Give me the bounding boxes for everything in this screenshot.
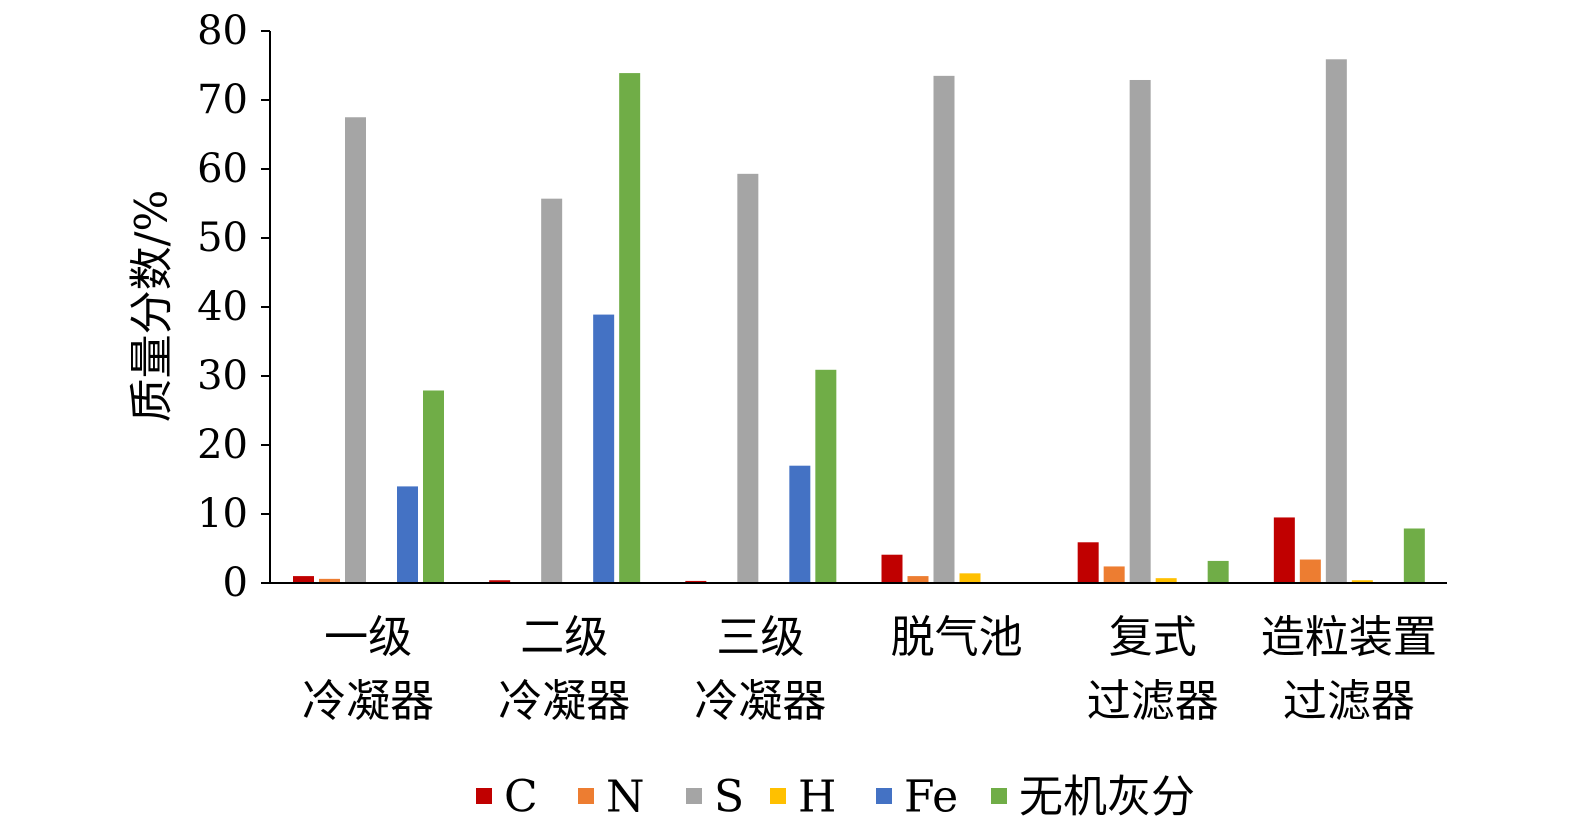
x-category-label: 三级: [716, 612, 804, 663]
x-category-label: 过滤器: [1087, 676, 1219, 727]
x-category-label: 造粒装置: [1261, 612, 1437, 663]
y-axis: 0 10 20 30 40 50 60 70 80: [197, 8, 271, 606]
bar-Fe-2: [789, 465, 811, 583]
x-category-label: 过滤器: [1283, 676, 1415, 727]
x-category-label: 冷凝器: [694, 676, 826, 727]
legend-swatch-Fe: [876, 788, 892, 804]
bar-C-0: [293, 576, 314, 583]
y-tick-label: 60: [197, 146, 248, 192]
y-tick-label: 70: [197, 77, 248, 123]
bar-无机灰分-1: [619, 73, 641, 583]
bar-Fe-1: [593, 314, 615, 583]
bar-H-3: [959, 573, 981, 583]
bar-无机灰分-4: [1207, 560, 1229, 583]
bar-C-3: [881, 554, 903, 583]
bar-S-4: [1129, 79, 1151, 584]
y-axis-label: 质量分数/%: [127, 190, 178, 423]
legend-label: 无机灰分: [1019, 772, 1195, 823]
bar-S-5: [1325, 59, 1347, 584]
legend-label: N: [606, 772, 645, 823]
bar-S-1: [541, 198, 563, 584]
y-tick-label: 30: [197, 353, 248, 399]
legend-swatch-C: [476, 788, 492, 804]
y-tick-label: 80: [197, 8, 248, 54]
bar-C-4: [1077, 542, 1099, 583]
bar-S-0: [345, 117, 366, 583]
y-tick-label: 10: [197, 491, 248, 537]
x-category-label: 脱气池: [891, 612, 1023, 663]
y-tick-label: 50: [197, 215, 248, 261]
legend-label: S: [714, 772, 744, 823]
bar-N-3: [907, 576, 929, 583]
bar-H-4: [1155, 578, 1177, 583]
bar-C-1: [489, 580, 511, 583]
legend-swatch-S: [686, 788, 702, 804]
legend-swatch-无机灰分: [991, 788, 1007, 804]
bar-S-2: [737, 173, 759, 583]
legend-swatch-N: [578, 788, 594, 804]
bar-S-3: [933, 75, 955, 583]
x-category-label: 冷凝器: [498, 676, 630, 727]
bar-C-2: [685, 580, 707, 583]
y-tick-label: 20: [197, 422, 248, 468]
x-category-label: 一级: [324, 612, 412, 663]
legend: C N S H Fe 无机灰分: [476, 772, 1195, 823]
bar-N-0: [319, 578, 340, 583]
y-tick-label: 40: [197, 284, 248, 330]
bar-无机灰分-5: [1403, 528, 1425, 583]
bar-无机灰分-2: [815, 369, 837, 583]
bar-N-4: [1103, 566, 1125, 583]
bars: [293, 59, 1425, 584]
bar-H-5: [1351, 580, 1373, 583]
x-category-label: 冷凝器: [302, 676, 434, 727]
bar-N-5: [1299, 559, 1321, 583]
bar-无机灰分-0: [423, 390, 444, 583]
bar-C-5: [1273, 517, 1295, 583]
bar-Fe-0: [397, 486, 418, 583]
legend-label: H: [798, 772, 836, 823]
legend-label: C: [504, 772, 538, 823]
legend-swatch-H: [770, 788, 786, 804]
legend-label: Fe: [904, 772, 958, 823]
y-tick-label: 0: [223, 560, 248, 606]
x-category-label: 复式: [1109, 612, 1197, 663]
x-category-label: 二级: [520, 612, 608, 663]
